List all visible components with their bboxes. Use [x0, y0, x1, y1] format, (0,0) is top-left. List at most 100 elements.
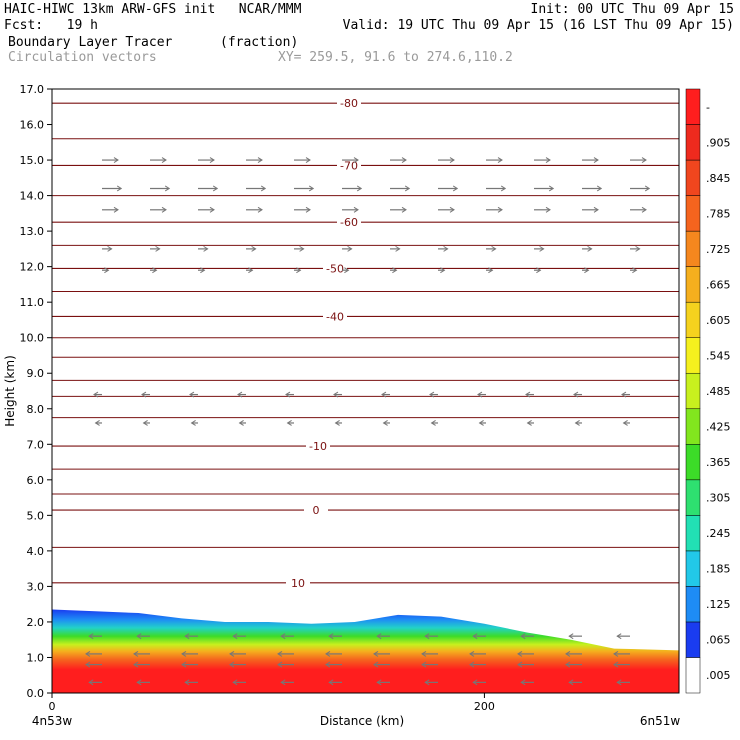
- wind-vector-head: [565, 650, 571, 657]
- wind-vector-head: [376, 679, 382, 686]
- wind-vector-head: [141, 391, 147, 398]
- wind-vector-head: [232, 633, 238, 640]
- wind-vector-head: [184, 679, 190, 686]
- contour-label: -70: [340, 159, 358, 172]
- tracer-fill: [52, 609, 679, 693]
- plot-frame: [51, 88, 680, 694]
- colorbar-swatch: [685, 479, 701, 516]
- wind-vector-head: [325, 650, 331, 657]
- wind-vector-head: [469, 650, 475, 657]
- wind-vector-head: [113, 157, 119, 163]
- wind-vector-head: [209, 157, 215, 163]
- wind-vector-head: [133, 661, 139, 668]
- wind-vector-head: [181, 650, 187, 657]
- y-tick-label: 6.0: [27, 474, 45, 487]
- colorbar-swatch: [685, 337, 701, 374]
- wind-vector-head: [548, 185, 555, 192]
- wind-vector-head: [333, 391, 339, 398]
- wind-vector-head: [584, 267, 590, 274]
- wind-vector-head: [568, 679, 574, 686]
- contour-label-background: [323, 310, 347, 323]
- wind-vector-head: [424, 679, 430, 686]
- colorbar-label: .425: [706, 421, 731, 434]
- wind-vector-head: [251, 245, 257, 252]
- wind-vector-head: [565, 661, 571, 668]
- wind-vector-head: [635, 245, 641, 252]
- colorbar-swatch: [685, 266, 701, 303]
- wind-vector-head: [401, 157, 407, 163]
- init-time: Init: 00 UTC Thu 09 Apr 15: [530, 2, 735, 17]
- contour-label: 10: [291, 577, 305, 590]
- wind-vector-head: [622, 420, 628, 426]
- colorbar-label: .545: [706, 349, 731, 362]
- wind-vector-head: [161, 157, 167, 163]
- wind-vector-head: [616, 679, 622, 686]
- contour-label-background: [337, 216, 361, 229]
- colorbar-label: .785: [706, 207, 731, 220]
- wind-vector-head: [421, 650, 427, 657]
- y-tick-label: 3.0: [27, 580, 45, 593]
- colorbar-swatch: [685, 88, 701, 125]
- colorbar-label: .665: [706, 278, 731, 291]
- wind-vector-head: [237, 391, 243, 398]
- wind-vector-head: [116, 185, 123, 192]
- wind-vector-head: [209, 206, 215, 213]
- wind-vector-head: [472, 633, 478, 640]
- wind-vector-head: [189, 391, 195, 398]
- wind-vector-head: [613, 650, 619, 657]
- wind-vector-head: [452, 185, 459, 192]
- forecast-hour: Fcst: 19 h: [4, 18, 98, 33]
- wind-vector-head: [449, 206, 455, 213]
- wind-vector-head: [212, 185, 219, 192]
- wind-vector-head: [373, 661, 379, 668]
- colorbar-label: .605: [706, 314, 731, 327]
- wind-vector-head: [104, 267, 110, 274]
- contour-label: 0: [313, 504, 320, 517]
- colorbar-label: .065: [706, 634, 731, 647]
- wind-vector-head: [488, 267, 494, 274]
- wind-vector-head: [280, 633, 286, 640]
- y-tick-label: 9.0: [27, 367, 45, 380]
- contour-label-background: [323, 262, 347, 275]
- colorbar-label: .305: [706, 492, 731, 505]
- wind-vector-head: [334, 420, 340, 426]
- contour-label: -60: [340, 216, 358, 229]
- wind-vector-head: [497, 206, 503, 213]
- wind-vector-head: [328, 633, 334, 640]
- wind-vector-head: [472, 679, 478, 686]
- y-tick-label: 12.0: [20, 261, 45, 274]
- colorbar-label: .725: [706, 243, 731, 256]
- wind-vector-head: [616, 633, 622, 640]
- colorbar-swatch: [685, 621, 701, 658]
- wind-vector-head: [525, 391, 531, 398]
- wind-vector-head: [395, 245, 401, 252]
- wind-vector-head: [299, 245, 305, 252]
- wind-vector-head: [621, 391, 627, 398]
- wind-vector-head: [478, 420, 484, 426]
- y-tick-label: 13.0: [20, 225, 45, 238]
- y-tick-label: 1.0: [27, 651, 45, 664]
- colorbar-swatch: [685, 408, 701, 445]
- contour-label: -10: [309, 440, 327, 453]
- contour-label: -40: [326, 310, 344, 323]
- wind-vector-head: [325, 661, 331, 668]
- wind-vector-head: [430, 420, 436, 426]
- wind-vector-head: [200, 267, 206, 274]
- wind-vector-head: [641, 157, 647, 163]
- wind-vector-head: [517, 650, 523, 657]
- wind-vector-head: [401, 206, 407, 213]
- colorbar-label: .905: [706, 136, 731, 149]
- wind-vector-head: [142, 420, 148, 426]
- wind-vector-head: [296, 267, 302, 274]
- y-tick-label: 4.0: [27, 545, 45, 558]
- contour-label: -50: [326, 262, 344, 275]
- y-tick-label: 14.0: [20, 190, 45, 203]
- wind-vector-head: [347, 245, 353, 252]
- colorbar-swatch: [685, 657, 701, 694]
- wind-vector-head: [277, 661, 283, 668]
- y-tick-label: 10.0: [20, 332, 45, 345]
- x-tick-label: 0: [49, 700, 56, 713]
- wind-vector-head: [133, 650, 139, 657]
- wind-vector-head: [248, 267, 254, 274]
- wind-vector-head: [500, 185, 507, 192]
